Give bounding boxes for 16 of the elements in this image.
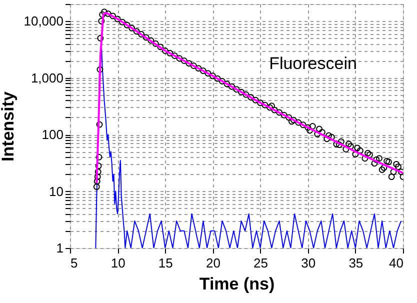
x-tick-label: 20 <box>206 256 220 270</box>
x-tick-label: 25 <box>254 256 268 270</box>
x-tick-label: 30 <box>301 256 316 270</box>
y-tick-label: 10,000 <box>24 14 64 29</box>
y-tick-label: 100 <box>42 127 64 142</box>
annotation: Fluorescein <box>269 54 357 73</box>
y-tick-label: 1 <box>56 240 64 256</box>
y-axis-title: Intensity <box>0 91 18 162</box>
y-tick-label: 1,000 <box>30 70 64 86</box>
y-tick-label: 10 <box>49 184 64 199</box>
x-tick-label: 15 <box>158 256 173 270</box>
x-tick-label: 35 <box>348 256 364 270</box>
x-tick-label: 40 <box>389 256 404 270</box>
x-tick-label: 10 <box>110 256 126 270</box>
x-tick-label: 5 <box>70 256 78 270</box>
x-axis-title: Time (ns) <box>199 274 275 294</box>
